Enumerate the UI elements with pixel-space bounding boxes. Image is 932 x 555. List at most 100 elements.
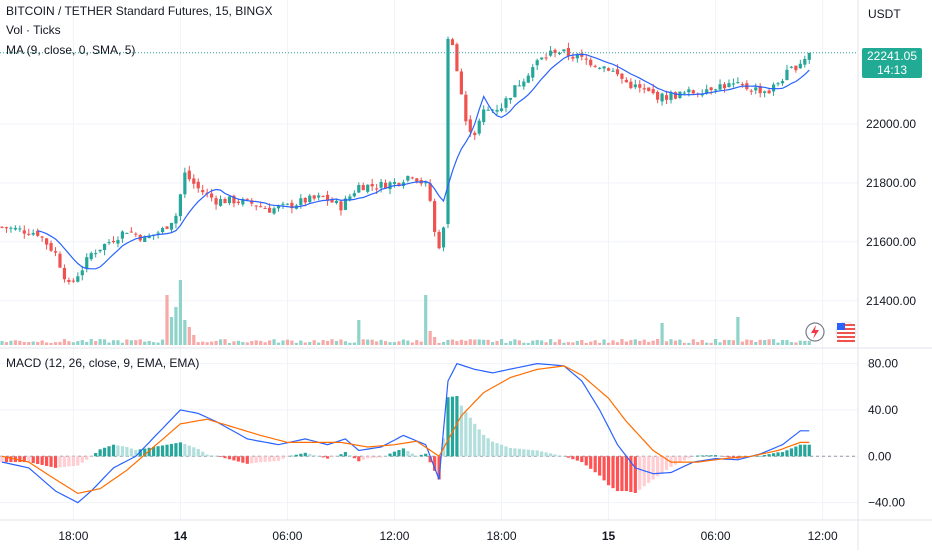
macd-histogram-bar xyxy=(638,456,642,490)
macd-histogram-bar xyxy=(138,449,142,457)
volume-bar xyxy=(531,340,535,345)
volume-bar xyxy=(125,339,129,345)
candle-body xyxy=(660,93,664,102)
macd-histogram-bar xyxy=(62,456,67,467)
volume-bar xyxy=(36,341,40,345)
time-tick-label: 06:00 xyxy=(701,529,731,543)
macd-histogram-bar xyxy=(143,448,147,457)
candle-body xyxy=(174,215,178,224)
volume-bar xyxy=(580,340,584,345)
macd-histogram-bar xyxy=(477,429,481,457)
volume-bar xyxy=(660,323,664,345)
macd-histogram-bar xyxy=(722,456,727,457)
macd-histogram-bar xyxy=(593,456,597,473)
candle-body xyxy=(187,170,191,180)
volume-bar xyxy=(160,339,165,345)
candle-body xyxy=(281,203,285,205)
candle-body xyxy=(160,228,165,233)
volume-bar xyxy=(669,339,673,345)
volume-bar xyxy=(428,331,432,345)
macd-histogram-bar xyxy=(281,456,285,459)
volume-bar xyxy=(450,339,455,345)
volume-bar xyxy=(415,339,419,345)
candle-body xyxy=(624,79,628,83)
volume-bar xyxy=(71,342,75,345)
candle-body xyxy=(780,81,785,84)
macd-histogram-bar xyxy=(785,450,789,457)
macd-histogram-bar xyxy=(290,455,294,457)
macd-histogram-bar xyxy=(241,456,245,463)
macd-histogram-bar xyxy=(589,456,593,469)
volume-bar xyxy=(232,341,236,345)
macd-histogram-bar xyxy=(428,456,432,463)
candle-body xyxy=(62,267,67,280)
candle-body xyxy=(433,201,437,232)
time-tick-label: 15 xyxy=(602,529,616,543)
macd-histogram-bar xyxy=(89,456,93,457)
volume-bar xyxy=(152,342,156,345)
volume-bar xyxy=(361,339,365,345)
candle-body xyxy=(0,226,4,228)
candle-body xyxy=(513,85,517,98)
volume-bar xyxy=(722,339,727,345)
volume-bar xyxy=(499,339,504,345)
candle-body xyxy=(134,233,138,235)
volume-bar xyxy=(473,339,477,345)
macd-histogram-bar xyxy=(317,456,321,457)
macd-histogram-bar xyxy=(165,444,169,457)
candle-body xyxy=(664,95,669,100)
volume-bar xyxy=(749,340,753,345)
macd-histogram-bar xyxy=(147,447,151,457)
volume-bar xyxy=(263,342,267,345)
candle-body xyxy=(669,93,673,100)
candle-body xyxy=(330,199,334,203)
macd-histogram-bar xyxy=(776,452,780,457)
volume-bar xyxy=(745,339,749,345)
candle-body xyxy=(107,242,111,244)
volume-bar xyxy=(633,339,637,345)
candle-body xyxy=(584,58,588,60)
volume-bar xyxy=(147,340,151,345)
time-tick-label: 12:00 xyxy=(808,529,838,543)
volume-bar xyxy=(548,339,553,345)
volume-bar xyxy=(553,342,557,345)
candle-body xyxy=(383,182,388,189)
candle-body xyxy=(98,249,102,252)
volume-bar xyxy=(312,340,316,345)
volume-bar xyxy=(254,340,258,345)
macd-histogram-bar xyxy=(22,456,26,463)
candle-body xyxy=(776,83,780,85)
macd-histogram-bar xyxy=(196,448,200,457)
volume-bar xyxy=(526,342,530,345)
candle-body xyxy=(178,194,182,217)
macd-histogram-bar xyxy=(540,451,544,457)
volume-bar xyxy=(334,341,339,345)
macd-histogram-bar xyxy=(125,447,129,457)
volume-bar xyxy=(22,342,26,345)
candle-body xyxy=(562,49,566,52)
price-tick-label: 21600.00 xyxy=(866,235,916,249)
volume-bar xyxy=(13,340,17,345)
macd-histogram-bar xyxy=(446,397,450,457)
flag-stripe xyxy=(837,336,855,338)
candle-body xyxy=(763,91,767,93)
volume-bar xyxy=(397,341,401,345)
volume-bar xyxy=(446,340,450,345)
candle-body xyxy=(129,231,133,233)
candle-body xyxy=(303,197,307,203)
candle-body xyxy=(71,280,75,282)
volume-bar xyxy=(562,342,566,345)
moving-average-line xyxy=(37,53,810,270)
macd-histogram-bar xyxy=(406,450,410,457)
macd-histogram-bar xyxy=(111,444,116,457)
macd-histogram-bar xyxy=(321,456,325,458)
candle-body xyxy=(406,175,410,181)
candle-body xyxy=(491,109,495,111)
macd-histogram-bar xyxy=(330,456,334,458)
candle-body xyxy=(464,94,468,122)
macd-histogram-bar xyxy=(40,456,44,465)
volume-bar xyxy=(236,340,240,345)
volume-bar xyxy=(664,341,669,345)
candle-body xyxy=(120,231,125,239)
